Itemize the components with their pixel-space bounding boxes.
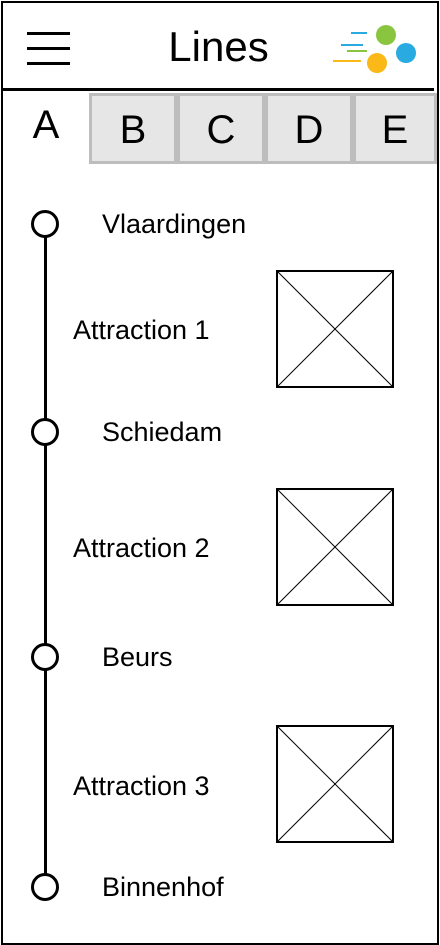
app-header: Lines xyxy=(3,3,434,91)
line-tabs: A B C D E xyxy=(3,91,437,165)
stop-marker xyxy=(31,418,59,446)
image-placeholder-icon[interactable] xyxy=(276,725,394,843)
attraction-3-label[interactable]: Attraction 3 xyxy=(73,771,210,801)
attraction-1-label[interactable]: Attraction 1 xyxy=(73,315,210,345)
stop-marker xyxy=(31,210,59,238)
hamburger-menu-icon[interactable] xyxy=(27,30,70,66)
attraction-2-label[interactable]: Attraction 2 xyxy=(73,533,210,563)
colored-dots-logo-icon xyxy=(333,25,416,73)
tab-e[interactable]: E xyxy=(353,93,437,164)
stop-marker xyxy=(31,643,59,671)
stop-marker xyxy=(31,873,59,901)
tab-b[interactable]: B xyxy=(89,93,177,164)
stop-label-beurs[interactable]: Beurs xyxy=(102,642,173,672)
stop-label-vlaardingen[interactable]: Vlaardingen xyxy=(102,209,247,239)
tab-d[interactable]: D xyxy=(265,93,353,164)
tab-a[interactable]: A xyxy=(3,91,89,162)
route-line xyxy=(44,226,47,888)
tab-c[interactable]: C xyxy=(177,93,265,164)
stop-label-schiedam[interactable]: Schiedam xyxy=(102,417,223,447)
stop-label-binnenhof[interactable]: Binnenhof xyxy=(102,872,224,902)
page-title: Lines xyxy=(168,23,269,70)
image-placeholder-icon[interactable] xyxy=(276,270,394,388)
image-placeholder-icon[interactable] xyxy=(276,488,394,606)
